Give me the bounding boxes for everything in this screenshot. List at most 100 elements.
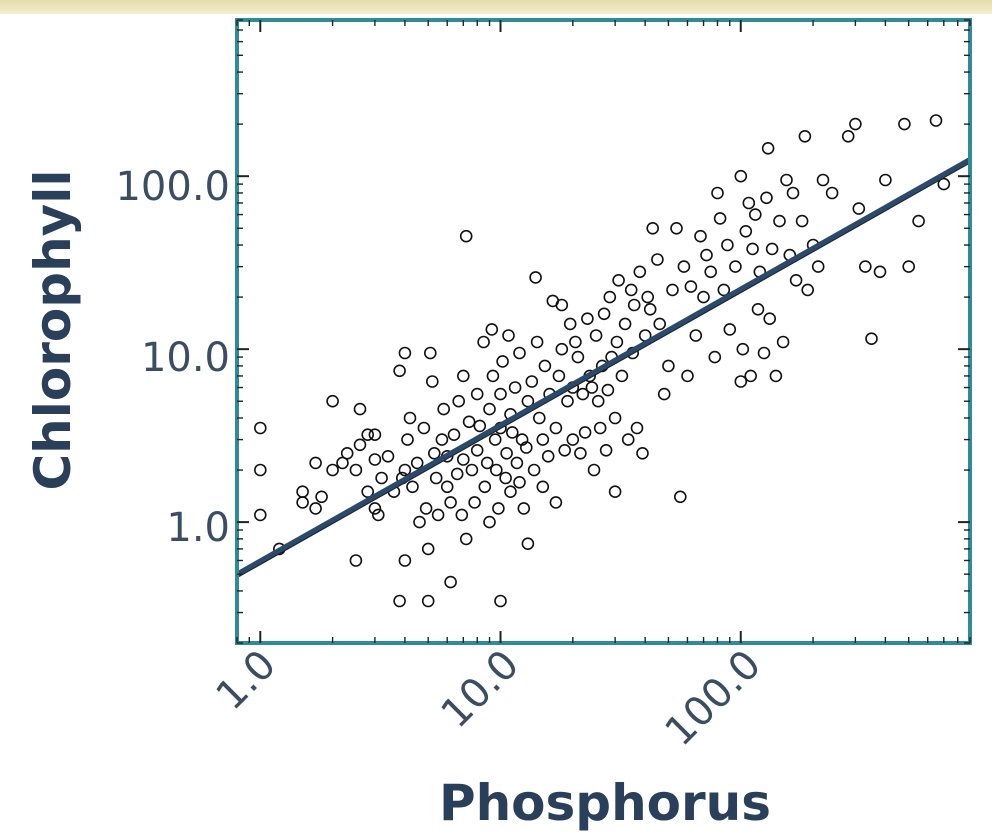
data-point <box>721 238 734 252</box>
data-point <box>734 169 748 183</box>
data-point <box>532 411 546 425</box>
x-tick-label-100: 100.0 <box>657 642 771 756</box>
data-point <box>413 515 426 529</box>
data-point <box>340 446 354 460</box>
data-point <box>353 402 367 416</box>
data-point <box>505 426 519 439</box>
data-point <box>470 387 484 401</box>
data-point <box>673 490 687 504</box>
data-point <box>636 446 649 460</box>
data-point <box>393 594 406 608</box>
data-point <box>662 359 675 373</box>
data-point <box>734 375 748 388</box>
data-point <box>462 415 476 429</box>
data-point <box>398 346 412 360</box>
axis-ticks <box>236 19 971 644</box>
data-point <box>608 485 622 499</box>
data-point <box>773 214 786 228</box>
data-point <box>529 271 542 284</box>
data-point <box>684 280 698 293</box>
data-point <box>786 186 800 200</box>
data-point <box>798 130 812 143</box>
data-point <box>657 387 671 401</box>
x-tick-label-10: 10.0 <box>433 642 529 738</box>
data-point <box>429 471 443 485</box>
data-point <box>581 312 594 326</box>
data-point <box>711 186 724 200</box>
data-point <box>858 260 872 273</box>
data-point <box>666 283 679 297</box>
data-point <box>452 394 466 408</box>
data-point <box>496 355 509 368</box>
data-point <box>326 463 339 477</box>
data-point <box>447 428 461 442</box>
data-point <box>421 542 435 556</box>
data-point <box>765 242 779 256</box>
data-point <box>555 298 569 312</box>
data-point <box>694 229 707 243</box>
data-point <box>751 302 765 316</box>
data-point <box>478 480 492 494</box>
data-point <box>492 502 505 515</box>
data-point <box>748 208 762 221</box>
data-point <box>398 554 412 567</box>
data-point <box>627 298 641 312</box>
data-point <box>444 575 457 589</box>
data-point <box>681 369 694 383</box>
data-point <box>571 350 585 364</box>
data-point <box>494 594 507 608</box>
data-point <box>425 375 439 388</box>
data-point <box>852 202 866 215</box>
data-point <box>825 186 839 200</box>
data-point <box>912 214 925 228</box>
data-point <box>406 480 419 494</box>
data-point <box>349 463 363 477</box>
data-point <box>689 329 703 342</box>
data-point <box>296 485 309 499</box>
data-point <box>530 335 544 349</box>
data-point <box>589 329 603 342</box>
data-point <box>563 317 577 331</box>
data-point <box>902 260 916 273</box>
data-point <box>513 475 526 489</box>
data-point <box>552 369 566 383</box>
data-point <box>423 346 437 360</box>
data-point <box>569 335 582 349</box>
data-point <box>419 502 433 515</box>
data-point <box>253 463 267 477</box>
data-point <box>398 463 412 477</box>
data-point <box>937 177 951 191</box>
data-point <box>597 307 611 321</box>
y-tick-label-100: 100.0 <box>115 164 230 210</box>
data-point <box>536 433 550 446</box>
data-point <box>801 283 815 297</box>
data-point <box>470 443 484 457</box>
data-point <box>643 302 657 316</box>
data-point <box>353 438 367 452</box>
data-point <box>566 433 580 446</box>
data-point <box>315 490 328 504</box>
data-point <box>700 248 713 262</box>
data-point <box>841 130 855 143</box>
data-point <box>585 381 599 394</box>
data-point <box>309 502 322 515</box>
data-point <box>538 359 552 373</box>
data-point <box>599 443 613 457</box>
data-point <box>618 317 632 331</box>
data-point <box>488 433 502 446</box>
data-point <box>375 471 388 485</box>
data-point <box>677 260 691 273</box>
data-point <box>811 260 825 273</box>
data-point <box>708 350 722 364</box>
data-point <box>653 317 667 331</box>
data-point <box>593 421 607 435</box>
data-point <box>761 142 775 155</box>
data-point <box>525 375 539 388</box>
plot-frame <box>235 18 972 645</box>
data-point <box>368 453 382 466</box>
data-point <box>468 496 481 509</box>
data-point <box>736 342 750 356</box>
data-point <box>776 335 790 349</box>
y-tick-label-1: 1.0 <box>166 505 230 551</box>
data-point <box>578 426 592 439</box>
